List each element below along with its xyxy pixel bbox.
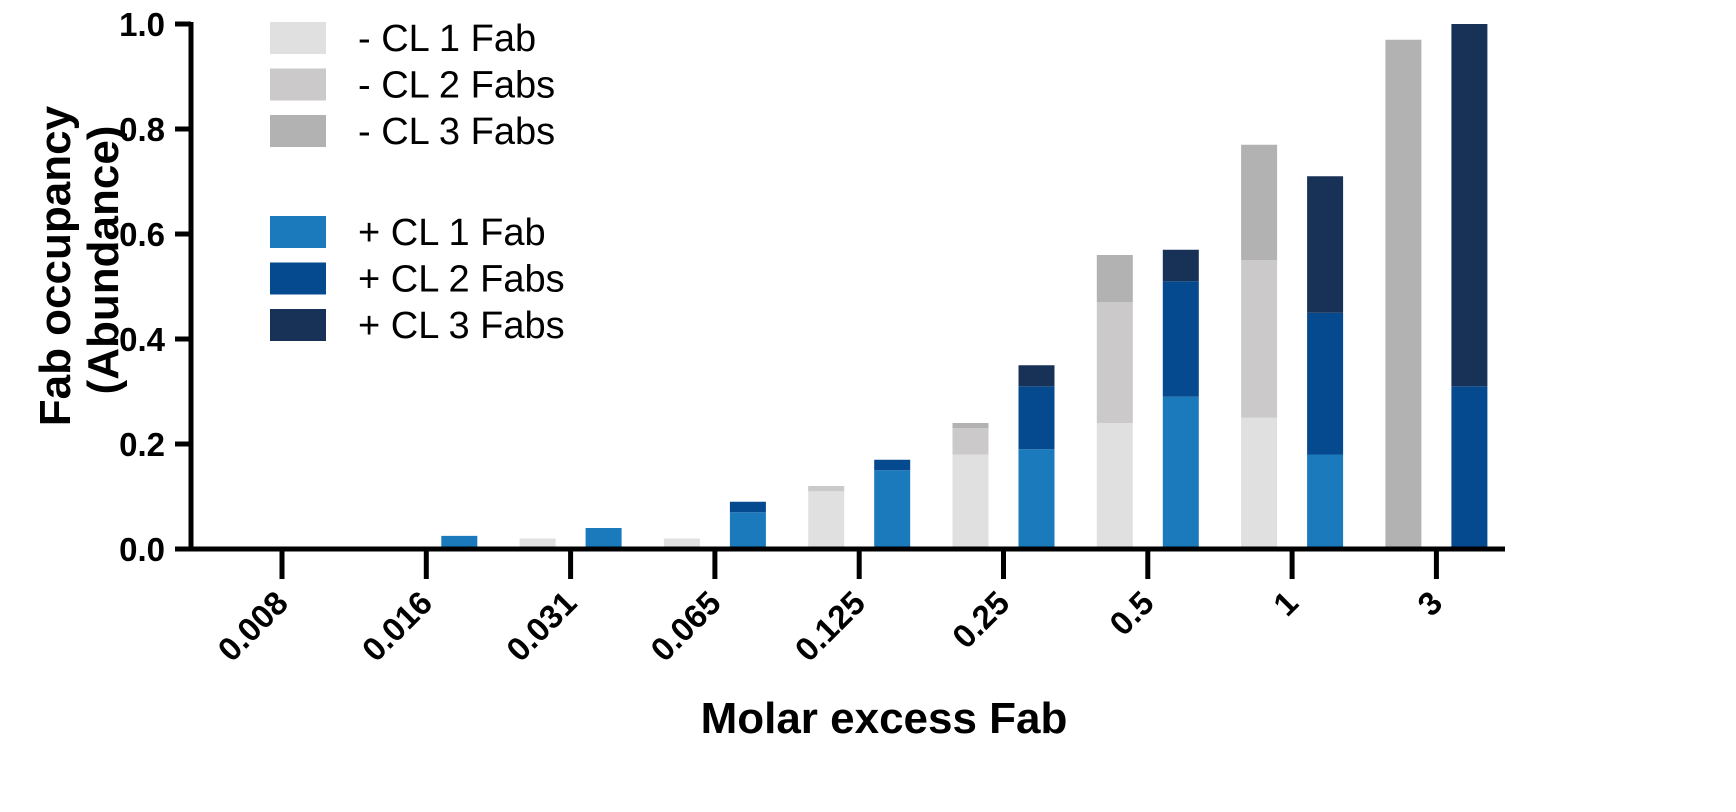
legend-label: - CL 3 Fabs [358,111,555,153]
legend-label: + CL 3 Fabs [358,305,565,347]
legend-swatch [270,262,326,295]
legend-swatch [270,309,326,341]
bar-segment [952,423,989,429]
x-tick-label: 1 [1266,584,1305,623]
x-tick-label: 0.065 [643,584,728,669]
bar-segment [1307,454,1344,549]
bar-segment [1307,176,1344,313]
legend-label: - CL 1 Fab [358,18,536,60]
legend-label: + CL 2 Fabs [358,259,565,301]
bar-segment [808,491,845,549]
x-tick-label: 0.5 [1102,584,1161,643]
bar-layer [441,24,1488,549]
bar-segment [1451,24,1488,387]
legend-swatch [270,115,326,147]
bar-segment [729,501,766,513]
x-tick-label: 3 [1410,584,1449,623]
bar-segment [663,538,700,549]
bar-segment [441,535,478,549]
x-axis-ticks: 0.008 0.016 0.031 0.065 0.125 0.25 0.5 1 3 [210,549,1449,668]
legend-swatch [270,216,326,248]
y-tick-label: 0.0 [119,531,165,568]
y-tick-label: 0.4 [119,321,166,358]
x-tick-label: 0.125 [788,584,873,669]
x-tick-label: 0.031 [499,584,584,669]
y-axis-ticks: 0.0 0.2 0.4 0.6 0.8 1.0 [119,6,191,568]
bar-segment [952,454,989,549]
bar-segment [1451,386,1488,549]
legend: - CL 1 Fab - CL 2 Fabs- CL 3 Fabs + CL 1 F… [270,18,565,347]
legend-swatch [270,22,326,54]
legend-swatch [270,68,326,101]
bar-segment [1241,417,1278,549]
bar-segment [729,512,766,549]
bar-segment [1096,255,1133,303]
y-tick-label: 1.0 [119,6,165,43]
y-axis-title-line-1: Fab occupancy [31,105,80,426]
bar-segment [1307,312,1344,455]
x-axis-title: Molar excess Fab [701,694,1068,743]
bar-segment [1241,260,1278,418]
bar-segment [1162,281,1199,397]
axes [188,22,1505,552]
bar-segment [874,470,911,549]
bar-segment [1162,249,1199,282]
x-tick-label: 0.25 [945,584,1017,656]
bar-segment [952,428,989,455]
bar-segment [1385,39,1422,549]
y-tick-label: 0.8 [119,111,165,148]
bar-segment [1018,365,1055,387]
x-tick-label: 0.016 [355,584,440,669]
y-tick-label: 0.6 [119,216,165,253]
bar-segment [1096,423,1133,549]
y-tick-label: 0.2 [119,426,165,463]
bar-segment [1096,302,1133,423]
y-axis-title-line-2: (Abundance) [79,126,128,395]
bar-segment [1018,386,1055,450]
bar-segment [1241,144,1278,261]
bar-segment [874,459,911,471]
bar-segment [585,528,622,549]
bar-segment [1018,449,1055,549]
bar-segment [808,486,845,492]
bar-segment [1162,396,1199,549]
x-tick-label: 0.008 [210,584,295,669]
legend-label: + CL 1 Fab [358,212,546,254]
bar-segment [519,538,556,549]
legend-label: - CL 2 Fabs [358,65,555,107]
y-axis-title: Fab occupancy (Abundance) [31,94,128,427]
